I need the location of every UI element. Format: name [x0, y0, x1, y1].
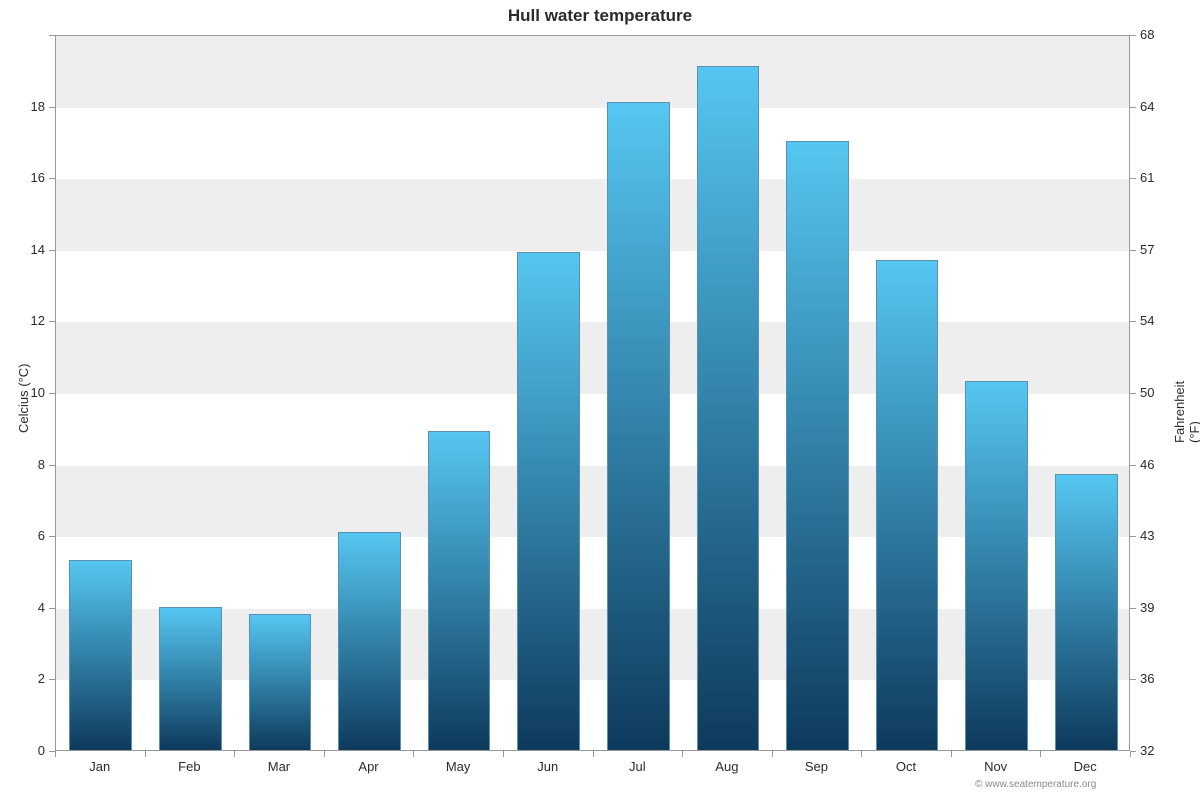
y-left-tick-label: 4 — [38, 600, 45, 615]
x-tick — [861, 751, 862, 757]
x-tick-label: Apr — [349, 759, 389, 774]
y-right-tick — [1130, 250, 1136, 251]
y-left-tick-label: 10 — [31, 385, 45, 400]
bar — [876, 260, 939, 750]
x-tick — [413, 751, 414, 757]
x-tick-label: May — [438, 759, 478, 774]
chart-container: Hull water temperature Celcius (°C) Fahr… — [0, 0, 1200, 800]
y-left-tick — [49, 107, 55, 108]
attribution-text: © www.seatemperature.org — [975, 779, 1096, 790]
y-left-tick-label: 8 — [38, 457, 45, 472]
y-left-tick-label: 16 — [31, 170, 45, 185]
x-tick-label: Jan — [80, 759, 120, 774]
y-right-tick-label: 54 — [1140, 313, 1154, 328]
x-tick-label: Nov — [976, 759, 1016, 774]
x-tick-label: Dec — [1065, 759, 1105, 774]
y-left-tick-label: 0 — [38, 743, 45, 758]
x-tick-label: Feb — [169, 759, 209, 774]
y-left-tick-label: 12 — [31, 313, 45, 328]
y-right-tick — [1130, 465, 1136, 466]
bar — [786, 141, 849, 750]
x-tick — [682, 751, 683, 757]
y-left-axis-title: Celcius (°C) — [16, 364, 31, 433]
y-right-tick-label: 57 — [1140, 242, 1154, 257]
y-left-tick-label: 14 — [31, 242, 45, 257]
y-right-tick-label: 43 — [1140, 528, 1154, 543]
y-left-tick — [49, 35, 55, 36]
x-tick — [772, 751, 773, 757]
y-left-tick-label: 18 — [31, 99, 45, 114]
y-left-tick — [49, 465, 55, 466]
y-right-tick — [1130, 393, 1136, 394]
x-tick — [324, 751, 325, 757]
grid-band — [56, 251, 1129, 323]
y-right-tick-label: 64 — [1140, 99, 1154, 114]
x-tick — [951, 751, 952, 757]
y-left-tick — [49, 536, 55, 537]
bar — [1055, 474, 1118, 750]
y-right-tick-label: 32 — [1140, 743, 1154, 758]
y-right-tick-label: 39 — [1140, 600, 1154, 615]
grid-band — [56, 108, 1129, 180]
y-left-tick — [49, 679, 55, 680]
bar — [517, 252, 580, 750]
x-tick-label: Mar — [259, 759, 299, 774]
x-tick — [145, 751, 146, 757]
y-right-tick-label: 61 — [1140, 170, 1154, 185]
chart-title: Hull water temperature — [0, 6, 1200, 26]
x-tick — [234, 751, 235, 757]
bar — [428, 431, 491, 750]
y-right-tick — [1130, 679, 1136, 680]
x-tick-label: Jun — [528, 759, 568, 774]
plot-area — [55, 35, 1130, 751]
x-tick — [593, 751, 594, 757]
bar — [249, 614, 312, 750]
bar — [697, 66, 760, 750]
x-tick — [503, 751, 504, 757]
y-left-tick — [49, 321, 55, 322]
y-right-tick-label: 50 — [1140, 385, 1154, 400]
y-right-tick-label: 46 — [1140, 457, 1154, 472]
y-right-tick — [1130, 178, 1136, 179]
bar — [338, 532, 401, 750]
bar — [607, 102, 670, 750]
x-tick-label: Aug — [707, 759, 747, 774]
x-tick-label: Oct — [886, 759, 926, 774]
y-right-tick — [1130, 321, 1136, 322]
bar — [69, 560, 132, 750]
y-right-tick — [1130, 35, 1136, 36]
y-right-tick-label: 68 — [1140, 27, 1154, 42]
y-right-tick-label: 36 — [1140, 671, 1154, 686]
y-left-tick — [49, 250, 55, 251]
y-right-tick — [1130, 107, 1136, 108]
x-tick — [1130, 751, 1131, 757]
x-tick-label: Sep — [796, 759, 836, 774]
bar — [965, 381, 1028, 750]
y-right-axis-title: Fahrenheit (°F) — [1172, 381, 1200, 443]
y-left-tick — [49, 178, 55, 179]
y-right-tick — [1130, 608, 1136, 609]
y-left-tick — [49, 608, 55, 609]
grid-band — [56, 179, 1129, 251]
y-left-tick-label: 2 — [38, 671, 45, 686]
y-left-tick — [49, 393, 55, 394]
y-left-tick-label: 6 — [38, 528, 45, 543]
bar — [159, 607, 222, 750]
grid-band — [56, 36, 1129, 108]
x-tick — [1040, 751, 1041, 757]
y-right-tick — [1130, 536, 1136, 537]
x-tick-label: Jul — [617, 759, 657, 774]
x-tick — [55, 751, 56, 757]
